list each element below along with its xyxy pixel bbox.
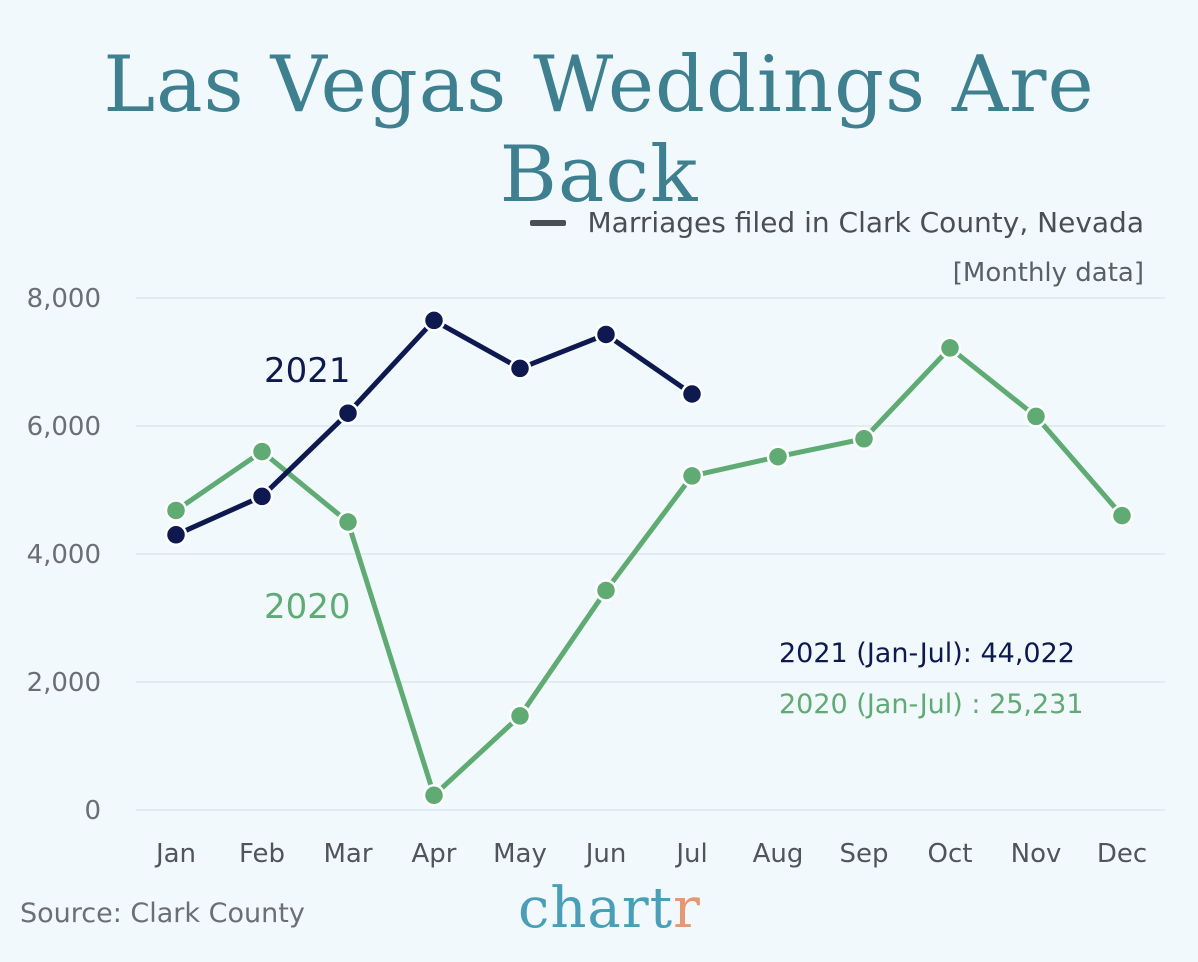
data-point-2021 [422,309,446,332]
data-point-2021 [594,323,618,346]
x-tick-label: Apr [412,839,457,869]
data-point-2020 [594,579,618,602]
y-tick-label: 6,000 [27,412,101,442]
chart-title: Las Vegas Weddings Are Back [103,40,1095,220]
x-tick-label: Mar [323,839,372,869]
data-point-2020 [680,464,704,488]
x-tick-label: May [493,839,547,869]
data-point-2020 [422,784,446,807]
data-point-2020 [766,445,790,468]
data-point-2020 [250,440,274,463]
series-label-2021: 2021 [264,351,351,391]
brand-accent: r [673,876,701,941]
data-point-2021 [680,382,704,406]
annotation-total-2021: 2021 (Jan-Jul): 44,022 [779,638,1075,669]
series-label-2020: 2020 [264,587,351,627]
x-tick-label: Nov [1011,839,1062,869]
x-tick-label: Oct [928,839,973,869]
data-point-2020 [938,336,962,360]
data-point-2020 [336,510,360,534]
legend: Marriages filed in Clark County, Nevada [529,206,1145,239]
annotation-total-2020: 2020 (Jan-Jul) : 25,231 [779,689,1084,720]
legend-label: Marriages filed in Clark County, Nevada [587,206,1145,239]
series-line-2020 [173,345,1125,798]
data-point-2021 [250,485,274,508]
brand-text: chart [518,876,674,941]
y-tick-label: 8,000 [27,284,101,314]
brand-logo: chartr [518,876,701,941]
x-tick-label: Jul [674,839,707,869]
x-tick-label: Jun [584,839,627,869]
data-point-2021 [164,523,188,547]
x-tick-label: Feb [239,839,285,869]
x-tick-label: Aug [753,839,804,869]
data-point-2020 [852,427,876,451]
data-point-2021 [336,401,360,425]
x-tick-label: Dec [1097,839,1147,869]
source-note: Source: Clark County [20,898,305,929]
data-point-2020 [508,704,532,728]
x-tick-label: Sep [839,839,888,869]
legend-line-swatch [529,219,566,226]
data-point-2020 [164,499,188,522]
y-tick-label: 0 [84,796,101,826]
data-point-2020 [1110,504,1134,527]
y-tick-label: 2,000 [27,668,101,698]
x-tick-label: Jan [154,839,196,869]
chart-subtitle: [Monthly data] [952,258,1144,288]
y-tick-label: 4,000 [27,540,101,570]
data-point-2021 [508,357,532,380]
data-point-2020 [1024,405,1048,428]
